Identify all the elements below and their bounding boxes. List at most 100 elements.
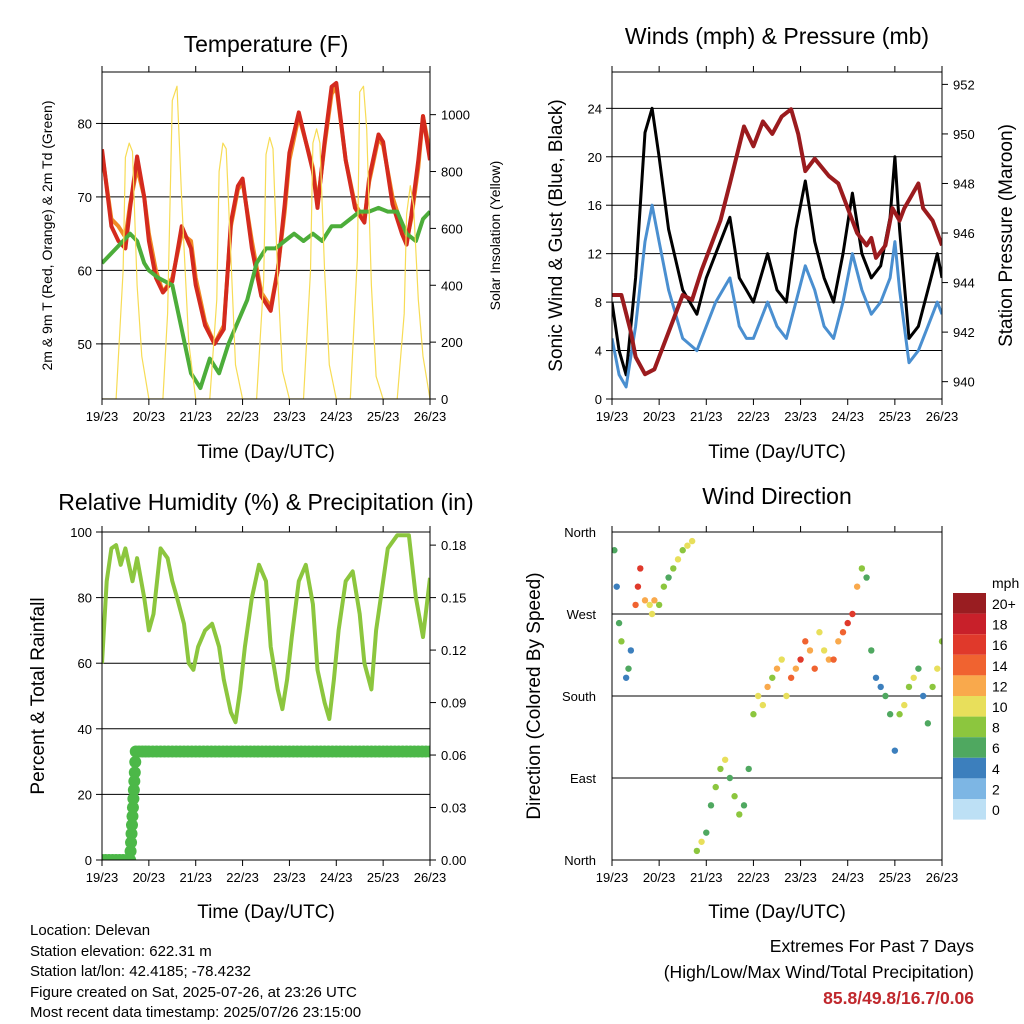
chart-panel-2: 19/23 20/23 21/23 22/23 23/23 24/23 25/23 26/23… — [546, 23, 1017, 463]
y-tick-label-right: 0.12 — [441, 643, 466, 658]
x-tick-label: 22/23 — [737, 409, 770, 424]
direction-point — [613, 583, 620, 590]
direction-point — [615, 619, 623, 627]
direction-point — [736, 811, 743, 818]
direction-point — [877, 683, 884, 691]
y-tick-label: South — [562, 689, 596, 704]
direction-point — [721, 756, 729, 763]
x-tick-label: 23/23 — [273, 409, 306, 424]
x-tick-label: 22/23 — [226, 409, 259, 424]
direction-point — [634, 583, 642, 590]
direction-point — [632, 601, 639, 609]
direction-point — [641, 597, 649, 604]
speed-legend: mph 20+ 18 16 14 12 10 8 6 4 2 0 — [953, 575, 1019, 820]
x-tick-label: 26/23 — [926, 409, 959, 424]
x-tick-label: 22/23 — [226, 870, 259, 885]
direction-point — [882, 692, 889, 700]
precip-point — [125, 819, 138, 832]
y-tick-label-right: 1000 — [441, 108, 470, 123]
y-tick-label: East — [570, 771, 596, 786]
plot-area — [612, 537, 942, 855]
extremes-values: 85.8/49.8/16.7/0.06 — [823, 988, 974, 1008]
x-tick-label: 21/23 — [690, 870, 723, 885]
direction-point — [726, 774, 734, 782]
direction-point — [806, 647, 814, 654]
legend-swatch — [953, 737, 986, 758]
y-axis-label: Percent & Total Rainfall — [28, 597, 49, 794]
x-tick-label: 21/23 — [179, 870, 212, 885]
y-axis-label: Direction (Colored By Speed) — [524, 572, 545, 819]
y-tick-label-right: 600 — [441, 221, 463, 236]
series-line-3 — [102, 205, 430, 390]
direction-point — [773, 665, 781, 672]
timestamp-text: Most recent data timestamp: 2025/07/26 2… — [30, 1004, 362, 1021]
y-tick-label-right: 0.06 — [441, 748, 466, 763]
direction-point — [684, 542, 691, 549]
direction-point — [707, 802, 715, 809]
precip-point — [124, 845, 137, 858]
station-info: Location: Delevan Station elevation: 622… — [30, 921, 361, 1024]
legend-swatch — [953, 593, 986, 614]
direction-point — [612, 547, 618, 554]
direction-point — [731, 793, 738, 800]
precip-point — [127, 792, 140, 805]
series-line-2 — [102, 81, 430, 346]
x-tick-label: 20/23 — [643, 409, 676, 424]
legend-label: 18 — [992, 617, 1008, 633]
direction-point — [740, 802, 748, 809]
legend-label: 2 — [992, 781, 1000, 797]
direction-point — [934, 665, 941, 672]
direction-point — [849, 610, 856, 618]
y-tick-label-right: 0 — [441, 392, 448, 407]
chart-panel-1: 19/23 20/23 21/23 22/23 23/23 24/23 25/23 26/23… — [39, 31, 503, 463]
series-2 — [102, 745, 430, 860]
legend-label: 14 — [992, 658, 1008, 674]
legend-swatch — [953, 634, 986, 655]
y-tick-label: 100 — [70, 525, 92, 540]
direction-point — [919, 692, 927, 700]
precip-point — [126, 810, 139, 823]
y-tick-label-right: 800 — [441, 165, 463, 180]
plot-area — [612, 106, 942, 389]
direction-point — [698, 838, 705, 845]
direction-point — [835, 638, 842, 645]
y-axis-label: 2m & 9m T (Red, Orange) & 2m Td (Green) — [39, 101, 55, 371]
direction-point — [868, 647, 875, 654]
x-tick-label: 25/23 — [879, 870, 912, 885]
legend-swatch — [953, 716, 986, 738]
x-tick-label: 20/23 — [133, 870, 166, 885]
direction-point — [679, 547, 686, 554]
direction-point — [792, 665, 800, 672]
y-tick-label-right: 200 — [441, 335, 463, 350]
extremes-subtitle: (High/Low/Max Wind/Total Precipitation) — [663, 962, 974, 982]
elevation-text: Station elevation: 622.31 m — [30, 942, 212, 960]
series-line-1 — [102, 533, 430, 725]
precip-point — [128, 766, 141, 779]
plot-frame — [611, 531, 943, 861]
direction-point — [811, 665, 818, 672]
legend-swatch — [953, 696, 986, 717]
latlon-text: Station lat/lon: 42.4185; -78.4232 — [30, 963, 252, 980]
y-tick-label: 60 — [78, 263, 92, 278]
precip-point — [125, 836, 138, 849]
chart-title: Winds (mph) & Pressure (mb) — [625, 23, 929, 49]
x-axis-label: Time (Day/UTC) — [197, 442, 335, 463]
direction-point — [622, 674, 630, 681]
direction-point — [783, 692, 790, 700]
y-tick-label-right: 952 — [953, 77, 975, 92]
legend-label: 0 — [992, 802, 1000, 818]
extremes-block: Extremes For Past 7 Days (High/Low/Max W… — [664, 933, 974, 1011]
precip-point — [125, 827, 138, 840]
x-tick-label: 22/23 — [737, 870, 770, 885]
x-tick-label: 21/23 — [179, 409, 212, 424]
direction-point — [844, 619, 851, 627]
series-line-1 — [612, 106, 942, 377]
direction-point — [688, 537, 696, 545]
direction-point — [754, 692, 762, 700]
legend-label: 16 — [992, 637, 1008, 653]
direction-point — [764, 683, 771, 691]
x-tick-label: 19/23 — [596, 870, 629, 885]
y-tick-label: 80 — [78, 591, 92, 606]
direction-point — [816, 629, 823, 636]
